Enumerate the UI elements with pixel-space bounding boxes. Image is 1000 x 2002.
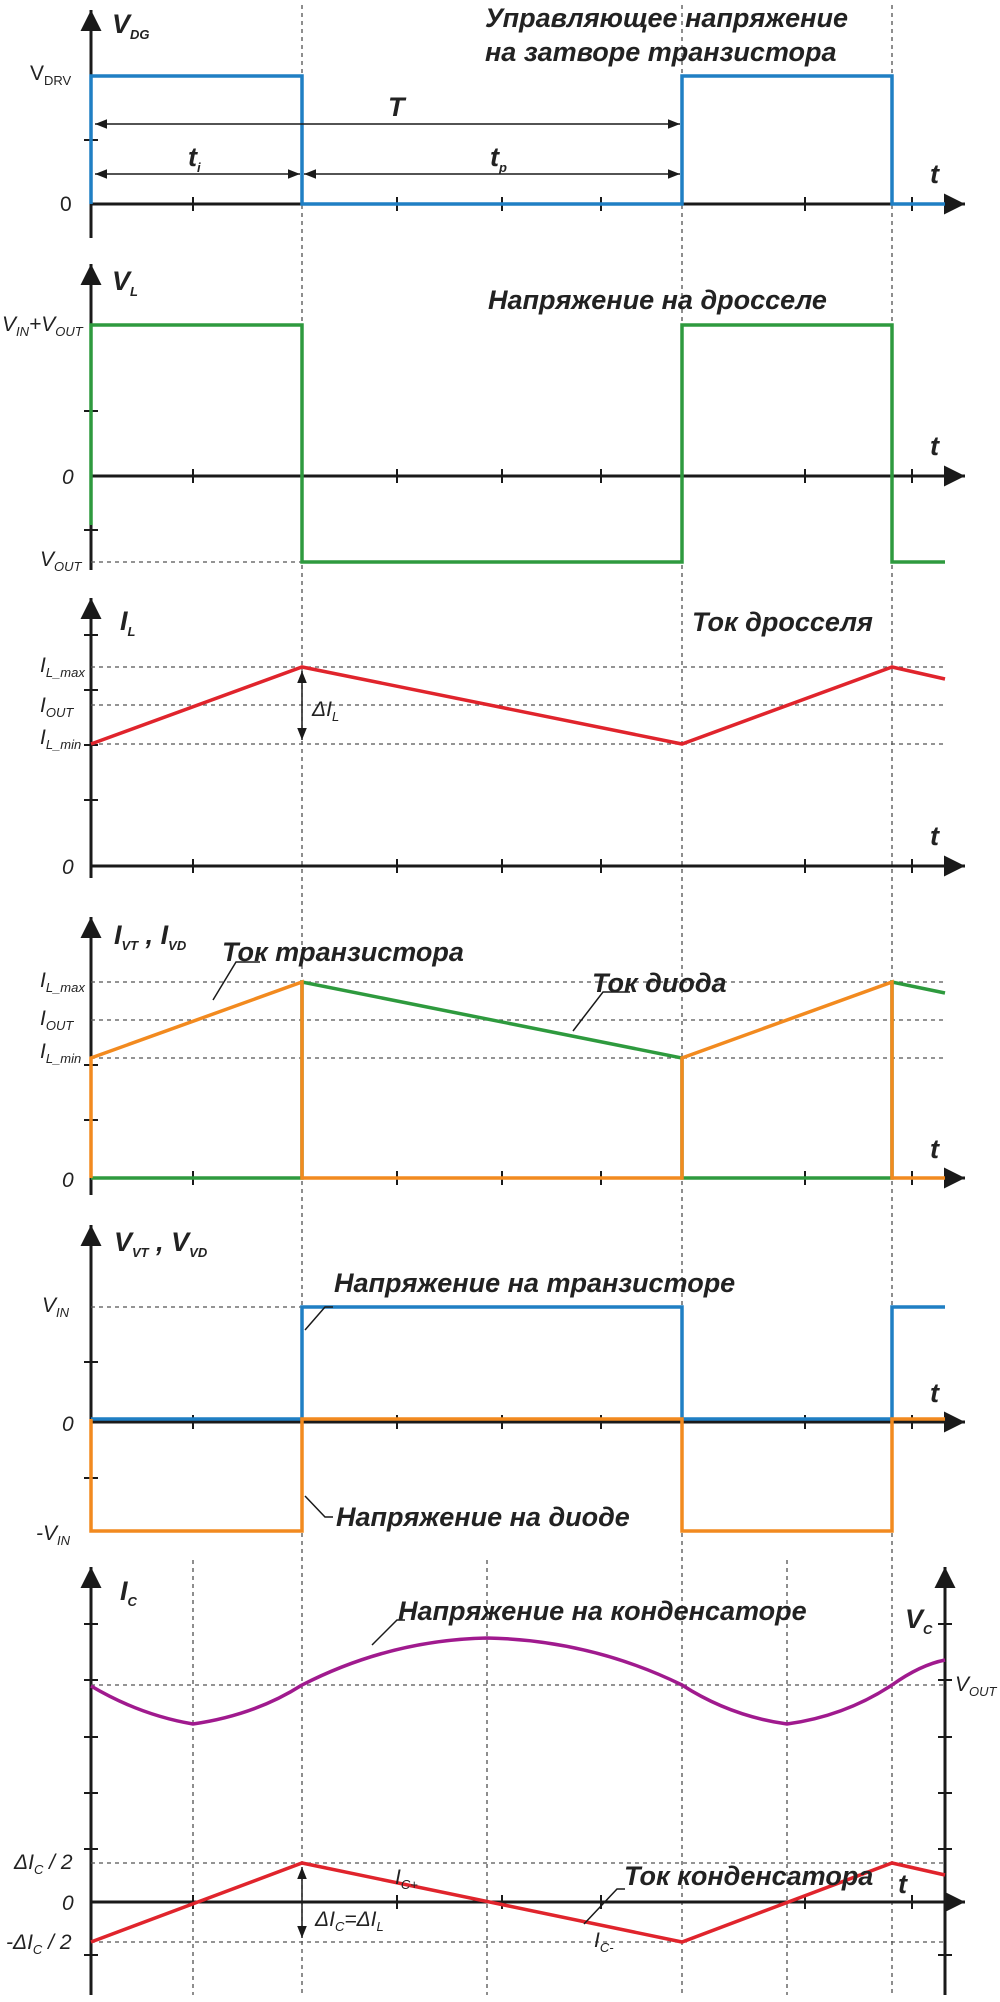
- il-waveform: [90, 665, 946, 746]
- capacitor-current-pointer: [583, 1888, 625, 1925]
- panel-inductor-current: IL Ток дросселя IL_max IOUT IL_min ΔIL 0…: [40, 598, 965, 879]
- ic-time-label: t: [930, 1134, 940, 1164]
- cap-ticks: [84, 1623, 952, 1956]
- vs-level-high: VIN: [42, 1294, 70, 1320]
- vl-waveform: [89, 323, 945, 564]
- transistor-current-label: Ток транзистора: [222, 937, 464, 967]
- diode-current-pointer: [572, 991, 630, 1032]
- diode-voltage-waveform: [89, 1417, 945, 1533]
- gate-time-label: t: [930, 159, 940, 189]
- panel-switch-voltages: VVT , VVD Напряжение на транзисторе Напр…: [36, 1225, 965, 1548]
- diode-current-label: Ток диода: [592, 968, 727, 998]
- gate-title-line1: Управляющее напряжение: [485, 3, 848, 33]
- vl-time-label: t: [930, 431, 940, 461]
- cap-level-minus: -ΔIC / 2: [6, 1931, 72, 1957]
- ic-level-max: IL_max: [40, 969, 85, 995]
- il-title: Ток дросселя: [692, 607, 873, 637]
- vl-level-low: VOUT: [40, 548, 83, 574]
- ti-label: ti: [188, 142, 201, 175]
- il-time-label: t: [930, 821, 940, 851]
- il-ticks: [84, 634, 913, 873]
- ic-level-zero: 0: [62, 1169, 74, 1192]
- gate-axis-label: VDG: [112, 9, 150, 42]
- vs-axis-label: VVT , VVD: [114, 1227, 208, 1260]
- transistor-current-waveform: [89, 979, 945, 1180]
- diode-voltage-pointer: [304, 1495, 333, 1518]
- cap-time-label: t: [898, 1869, 908, 1899]
- il-level-out: IOUT: [40, 694, 74, 720]
- capacitor-voltage-label: Напряжение на конденсаторе: [398, 1596, 807, 1626]
- ic-axis-label: IVT , IVD: [114, 920, 187, 953]
- transistor-current-pointer: [212, 961, 260, 1001]
- vs-time-label: t: [930, 1378, 940, 1408]
- cap-level-plus: ΔIC / 2: [13, 1851, 73, 1877]
- panel-inductor-voltage: VL Напряжение на дросселе VIN+VOUT 0 VOU…: [2, 264, 965, 574]
- panel-capacitor: IC VC Напряжение на конденсаторе Ток кон…: [6, 1567, 998, 1995]
- gate-level-high: VDRV: [30, 62, 72, 88]
- vl-level-high: VIN+VOUT: [2, 313, 84, 339]
- transistor-voltage-label: Напряжение на транзисторе: [334, 1268, 735, 1298]
- ic-ticks: [84, 1064, 913, 1185]
- transistor-voltage-waveform: [91, 1305, 945, 1421]
- vl-axis-label: VL: [112, 266, 138, 299]
- il-level-min: IL_min: [40, 726, 81, 752]
- ic-level-out: IOUT: [40, 1007, 74, 1033]
- capacitor-voltage-waveform: [90, 1636, 946, 1726]
- cap-icminus-label: IC-: [594, 1929, 614, 1955]
- cap-left-axis-label: IC: [120, 1576, 138, 1609]
- cap-level-zero: 0: [62, 1892, 74, 1915]
- il-axis-label: IL: [120, 606, 136, 639]
- gate-waveform: [89, 74, 945, 206]
- il-level-max: IL_max: [40, 654, 85, 680]
- vl-title: Напряжение на дросселе: [488, 285, 827, 315]
- cap-vout-label: VOUT: [955, 1673, 998, 1699]
- diode-voltage-label: Напряжение на диоде: [336, 1502, 630, 1532]
- period-label: T: [388, 92, 407, 122]
- gate-title-line2: на затворе транзистора: [485, 37, 837, 67]
- cap-delta-label: ΔIC=ΔIL: [314, 1908, 384, 1934]
- capacitor-current-waveform: [90, 1861, 946, 1944]
- vl-level-zero: 0: [62, 466, 74, 489]
- panel-switch-currents: IVT , IVD Ток транзистора Ток диода IL_m…: [40, 917, 965, 1195]
- vl-ticks: [84, 410, 913, 531]
- tp-label: tp: [490, 142, 507, 175]
- gate-level-zero: 0: [60, 193, 72, 216]
- transistor-voltage-pointer: [304, 1306, 333, 1331]
- cap-right-axis-label: VC: [905, 1604, 933, 1637]
- cap-icplus-label: IC+: [395, 1866, 418, 1892]
- capacitor-voltage-pointer: [371, 1619, 405, 1646]
- vs-level-low: -VIN: [36, 1522, 71, 1548]
- ic-level-min: IL_min: [40, 1040, 81, 1066]
- il-level-zero: 0: [62, 856, 74, 879]
- panel-gate-voltage: VDG Управляющее напряжение на затворе тр…: [30, 3, 965, 238]
- vs-level-zero: 0: [62, 1413, 74, 1436]
- capacitor-current-label: Ток конденсатора: [624, 1861, 873, 1891]
- il-delta-label: ΔIL: [311, 698, 339, 724]
